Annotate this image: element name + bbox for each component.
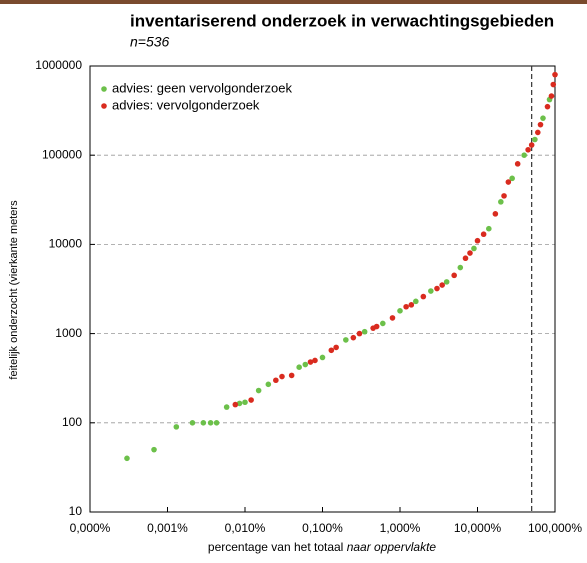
data-point [408, 302, 415, 308]
data-point [200, 420, 207, 426]
x-tick-label: 0,001% [147, 521, 188, 535]
data-point [265, 381, 272, 388]
data-point [296, 364, 302, 371]
data-point [389, 315, 396, 321]
data-point [521, 152, 527, 158]
data-point [333, 344, 339, 351]
x-tick-label: 0,010% [225, 521, 266, 535]
data-point [207, 420, 214, 426]
legend-label: advies: vervolgonderzoek [112, 97, 260, 112]
y-axis-label: feitelijk onderzocht (vierkante meters [8, 200, 20, 380]
chart-subtitle: n=536 [130, 34, 170, 50]
data-point [451, 272, 457, 279]
y-tick-label: 10 [69, 504, 83, 518]
x-tick-label: 0,000% [70, 521, 111, 535]
data-point [189, 420, 196, 426]
data-point [288, 372, 295, 379]
data-point [467, 250, 473, 256]
data-point [151, 446, 157, 453]
data-point [540, 115, 546, 121]
x-tick-label: 1,000% [380, 521, 421, 535]
top-bar [0, 0, 587, 4]
data-point [356, 330, 363, 337]
x-axis-label-main: percentage van het totaal [208, 540, 343, 554]
y-tick-label: 100000 [42, 147, 82, 161]
data-point [537, 121, 544, 128]
data-point [552, 71, 558, 78]
data-point [397, 308, 403, 314]
data-point [471, 245, 477, 252]
data-point [248, 397, 254, 403]
data-point [380, 320, 386, 327]
data-point [457, 264, 464, 271]
data-point [548, 93, 555, 99]
x-axis-label-emphasis: naar oppervlakte [347, 540, 437, 554]
data-point [232, 401, 239, 408]
data-point [273, 377, 279, 384]
data-point [403, 303, 409, 310]
data-point [343, 337, 349, 343]
data-point [173, 424, 180, 430]
data-point [498, 199, 504, 205]
x-axis-label: percentage van het totaal naar oppervlak… [208, 540, 436, 554]
data-point [420, 293, 427, 300]
legend-marker [101, 86, 107, 92]
data-point [236, 400, 243, 407]
data-point [480, 231, 487, 238]
data-point [223, 404, 230, 410]
plot-frame [89, 65, 556, 513]
data-point [255, 387, 262, 394]
data-point [361, 328, 368, 335]
data-point [443, 279, 450, 285]
data-point [509, 175, 515, 182]
legend-marker [101, 103, 107, 109]
y-tick-label: 1000000 [35, 58, 82, 72]
data-point [434, 285, 440, 292]
data-point [532, 136, 538, 143]
data-point [492, 211, 499, 217]
data-point [350, 334, 357, 341]
y-tick-label: 10000 [49, 237, 83, 251]
data-point [328, 347, 335, 354]
data-point [428, 288, 434, 294]
data-point [474, 237, 481, 244]
data-point [505, 179, 512, 185]
data-point [124, 455, 130, 462]
data-point [302, 361, 309, 368]
data-point [544, 103, 551, 110]
y-tick-label: 1000 [55, 326, 82, 340]
y-tick-label: 100 [62, 415, 82, 429]
data-point [279, 373, 285, 380]
data-point [528, 142, 535, 148]
data-point [312, 357, 318, 364]
data-point [319, 354, 326, 361]
data-point [486, 225, 492, 232]
data-point [535, 129, 541, 136]
data-point [550, 81, 557, 88]
data-point [525, 146, 531, 153]
data-point [439, 282, 445, 288]
data-point [213, 420, 220, 426]
legend-label: advies: geen vervolgonderzoek [112, 80, 292, 95]
chart-title: inventariserend onderzoek in verwachting… [130, 11, 554, 30]
data-point [413, 298, 419, 305]
data-point [501, 193, 507, 199]
x-tick-label: 0,100% [302, 521, 343, 535]
data-point [242, 399, 248, 406]
data-point [514, 161, 521, 167]
data-point [462, 255, 469, 262]
data-point [373, 323, 380, 330]
data-point [307, 359, 314, 365]
x-tick-label: 10,000% [454, 521, 502, 535]
x-tick-label: 100,000% [528, 521, 582, 535]
